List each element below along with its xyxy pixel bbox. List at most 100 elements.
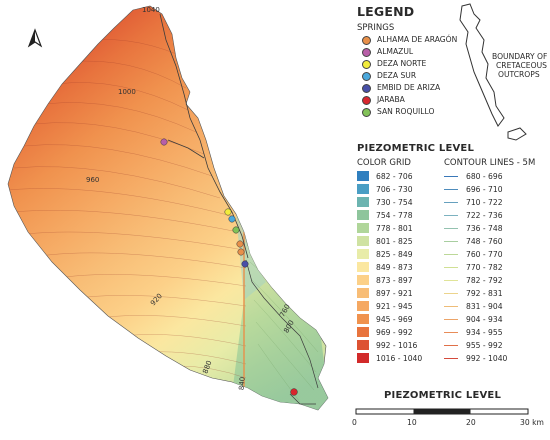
- contour-label-960: 960: [86, 176, 99, 184]
- contour-line-swatch: [444, 293, 458, 294]
- color-grid-swatch: [357, 301, 369, 311]
- color-grid-swatch: [357, 327, 369, 337]
- contour-line-swatch: [444, 345, 458, 346]
- contour-line-label: 955 - 992: [466, 341, 503, 350]
- contour-heading: CONTOUR LINES - 5M: [444, 158, 536, 168]
- spring-alhama-de-aragon-1: [236, 240, 244, 248]
- contour-line-swatch: [444, 241, 458, 242]
- contour-line-swatch: [444, 228, 458, 229]
- contour-line-swatch: [444, 280, 458, 281]
- spring-legend-label: EMBID DE ARIZA: [377, 83, 441, 92]
- spring-legend-dot: [362, 96, 371, 105]
- color-grid-label: 897 - 921: [376, 289, 413, 298]
- color-grid-swatch: [357, 275, 369, 285]
- contour-line-label: 722 - 736: [466, 211, 503, 220]
- boundary-label-line-2: CRETACEOUS: [496, 61, 547, 70]
- contour-line-swatch: [444, 332, 458, 333]
- contour-label-840: 840: [238, 376, 247, 390]
- scale-title: PIEZOMETRIC LEVEL: [384, 390, 502, 401]
- scale-tick-0: 0: [352, 418, 357, 427]
- boundary-label-line-1: BOUNDARY OF: [492, 52, 548, 61]
- spring-alhama-de-aragon-2: [237, 248, 245, 256]
- color-grid-swatch: [357, 353, 369, 363]
- spring-embid-de-ariza: [241, 260, 249, 268]
- contour-line-swatch: [444, 267, 458, 268]
- color-grid-swatch: [357, 262, 369, 272]
- contour-line-label: 904 - 934: [466, 315, 503, 324]
- spring-legend-dot: [362, 108, 371, 117]
- contour-line-swatch: [444, 358, 458, 359]
- color-grid-label: 682 - 706: [376, 172, 413, 181]
- color-grid-label: 992 - 1016: [376, 341, 418, 350]
- springs-heading: SPRINGS: [357, 23, 395, 33]
- scale-tick-10: 10: [407, 418, 417, 427]
- color-grid-swatch: [357, 184, 369, 194]
- color-grid-label: 1016 - 1040: [376, 354, 423, 363]
- spring-deza-norte: [224, 208, 232, 216]
- legend-title: LEGEND: [357, 4, 415, 19]
- contour-line-label: 992 - 1040: [466, 354, 508, 363]
- contour-line-label: 748 - 760: [466, 237, 503, 246]
- scale-tick-20: 20: [466, 418, 476, 427]
- color-grid-swatch: [357, 314, 369, 324]
- spring-legend-dot: [362, 36, 371, 45]
- contour-line-label: 696 - 710: [466, 185, 503, 194]
- color-grid-label: 730 - 754: [376, 198, 413, 207]
- spring-san-roquillo: [232, 226, 240, 234]
- color-grid-swatch: [357, 340, 369, 350]
- contour-line-label: 736 - 748: [466, 224, 503, 233]
- spring-deza-sur: [228, 215, 236, 223]
- contour-line-label: 680 - 696: [466, 172, 503, 181]
- color-grid-label: 754 - 778: [376, 211, 413, 220]
- spring-legend-label: SAN ROQUILLO: [377, 107, 435, 116]
- contour-line-label: 782 - 792: [466, 276, 503, 285]
- spring-legend-label: ALMAZUL: [377, 47, 414, 56]
- contour-line-label: 770 - 782: [466, 263, 503, 272]
- scale-bar: [355, 408, 529, 415]
- contour-line-swatch: [444, 189, 458, 190]
- color-grid-label: 825 - 849: [376, 250, 413, 259]
- contour-label-1040: 1040: [142, 6, 160, 14]
- spring-legend-dot: [362, 48, 371, 57]
- contour-line-swatch: [444, 306, 458, 307]
- contour-line-swatch: [444, 254, 458, 255]
- spring-almazul: [160, 138, 168, 146]
- color-grid-swatch: [357, 249, 369, 259]
- spring-legend-label: JARABA: [377, 95, 405, 104]
- color-grid-swatch: [357, 210, 369, 220]
- color-grid-heading: COLOR GRID: [357, 158, 411, 168]
- inset-boundary-map: [459, 3, 527, 141]
- color-grid-label: 778 - 801: [376, 224, 413, 233]
- color-grid-swatch: [357, 236, 369, 246]
- color-grid-swatch: [357, 288, 369, 298]
- spring-jaraba: [290, 388, 298, 396]
- north-arrow-icon: [27, 28, 43, 48]
- color-grid-swatch: [357, 197, 369, 207]
- color-grid-label: 921 - 945: [376, 302, 413, 311]
- color-grid-label: 945 - 969: [376, 315, 413, 324]
- spring-legend-dot: [362, 72, 371, 81]
- spring-legend-label: ALHAMA DE ARAGÓN: [377, 35, 458, 44]
- color-grid-label: 849 - 873: [376, 263, 413, 272]
- spring-legend-label: DEZA SUR: [377, 71, 417, 80]
- color-grid-label: 873 - 897: [376, 276, 413, 285]
- color-grid-label: 706 - 730: [376, 185, 413, 194]
- spring-legend-dot: [362, 60, 371, 69]
- color-grid-label: 969 - 992: [376, 328, 413, 337]
- contour-line-swatch: [444, 202, 458, 203]
- contour-line-label: 760 - 770: [466, 250, 503, 259]
- color-grid-label: 801 - 825: [376, 237, 413, 246]
- spring-legend-dot: [362, 84, 371, 93]
- color-grid-swatch: [357, 171, 369, 181]
- scale-tick-30: 30 km: [520, 418, 544, 427]
- contour-line-swatch: [444, 215, 458, 216]
- contour-line-label: 831 - 904: [466, 302, 503, 311]
- contour-line-swatch: [444, 319, 458, 320]
- contour-label-1000: 1000: [118, 88, 136, 96]
- piezometric-heading: PIEZOMETRIC LEVEL: [357, 143, 475, 154]
- contour-line-label: 710 - 722: [466, 198, 503, 207]
- contour-line-label: 934 - 955: [466, 328, 503, 337]
- contour-line-label: 792 - 831: [466, 289, 503, 298]
- spring-legend-label: DEZA NORTE: [377, 59, 427, 68]
